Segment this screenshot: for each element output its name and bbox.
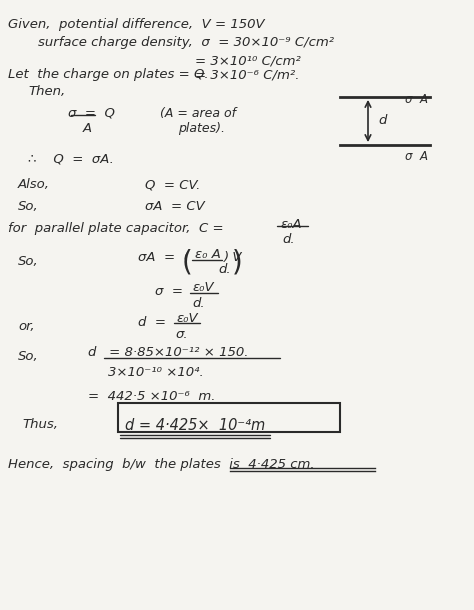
Text: σ  A: σ A xyxy=(405,150,428,163)
Text: So,: So, xyxy=(18,200,39,213)
Text: d.: d. xyxy=(192,297,205,310)
Text: ∴    Q  =  σA.: ∴ Q = σA. xyxy=(28,153,114,166)
Text: for  parallel plate capacitor,  C =: for parallel plate capacitor, C = xyxy=(8,222,224,235)
Text: A: A xyxy=(83,122,92,135)
Text: σA  =  (: σA = ( xyxy=(138,251,189,264)
Text: d  =: d = xyxy=(138,316,166,329)
Text: So,: So, xyxy=(18,350,39,363)
Text: Let  the charge on plates = Q.: Let the charge on plates = Q. xyxy=(8,68,209,81)
Text: (: ( xyxy=(182,249,192,277)
Text: So,: So, xyxy=(18,255,39,268)
Text: Given,  potential difference,  V = 150V: Given, potential difference, V = 150V xyxy=(8,18,264,31)
Text: Thus,: Thus, xyxy=(22,418,58,431)
Text: d = 4·425×  10⁻⁴m: d = 4·425× 10⁻⁴m xyxy=(125,418,265,433)
Text: σ  =  Q: σ = Q xyxy=(68,107,115,120)
Text: ε₀V: ε₀V xyxy=(192,281,214,294)
Text: Also,: Also, xyxy=(18,178,50,191)
Text: Q  = CV.: Q = CV. xyxy=(145,178,201,191)
Text: σ  A: σ A xyxy=(405,93,428,106)
Text: d.: d. xyxy=(282,233,295,246)
Text: surface charge density,  σ  = 30×10⁻⁹ C/cm²: surface charge density, σ = 30×10⁻⁹ C/cm… xyxy=(38,36,334,49)
Text: = 3×10¹⁰ C/cm²: = 3×10¹⁰ C/cm² xyxy=(195,54,301,67)
Bar xyxy=(118,403,340,432)
Text: =  442·5 ×10⁻⁶  m.: = 442·5 ×10⁻⁶ m. xyxy=(88,390,216,403)
Text: or,: or, xyxy=(18,320,35,333)
Text: plates).: plates). xyxy=(178,122,225,135)
Text: ε₀V: ε₀V xyxy=(176,312,198,325)
Text: σ  =: σ = xyxy=(155,285,183,298)
Text: Hence,  spacing  b/w  the plates  is  4·425 cm.: Hence, spacing b/w the plates is 4·425 c… xyxy=(8,458,315,471)
Text: = 3×10⁻⁶ C/m².: = 3×10⁻⁶ C/m². xyxy=(195,68,300,81)
Text: ) V: ) V xyxy=(224,251,243,264)
Text: ε₀ A: ε₀ A xyxy=(195,248,221,261)
Text: d.: d. xyxy=(218,263,231,276)
Text: d: d xyxy=(378,115,386,127)
Text: σA  = CV: σA = CV xyxy=(145,200,205,213)
Text: 3×10⁻¹⁰ ×10⁴.: 3×10⁻¹⁰ ×10⁴. xyxy=(108,366,204,379)
Text: (A = area of: (A = area of xyxy=(160,107,236,120)
Text: σ.: σ. xyxy=(176,328,189,341)
Text: Then,: Then, xyxy=(28,85,65,98)
Text: ε₀A: ε₀A xyxy=(280,218,301,231)
Text: ): ) xyxy=(232,249,242,277)
Text: d   = 8·85×10⁻¹² × 150.: d = 8·85×10⁻¹² × 150. xyxy=(88,346,248,359)
